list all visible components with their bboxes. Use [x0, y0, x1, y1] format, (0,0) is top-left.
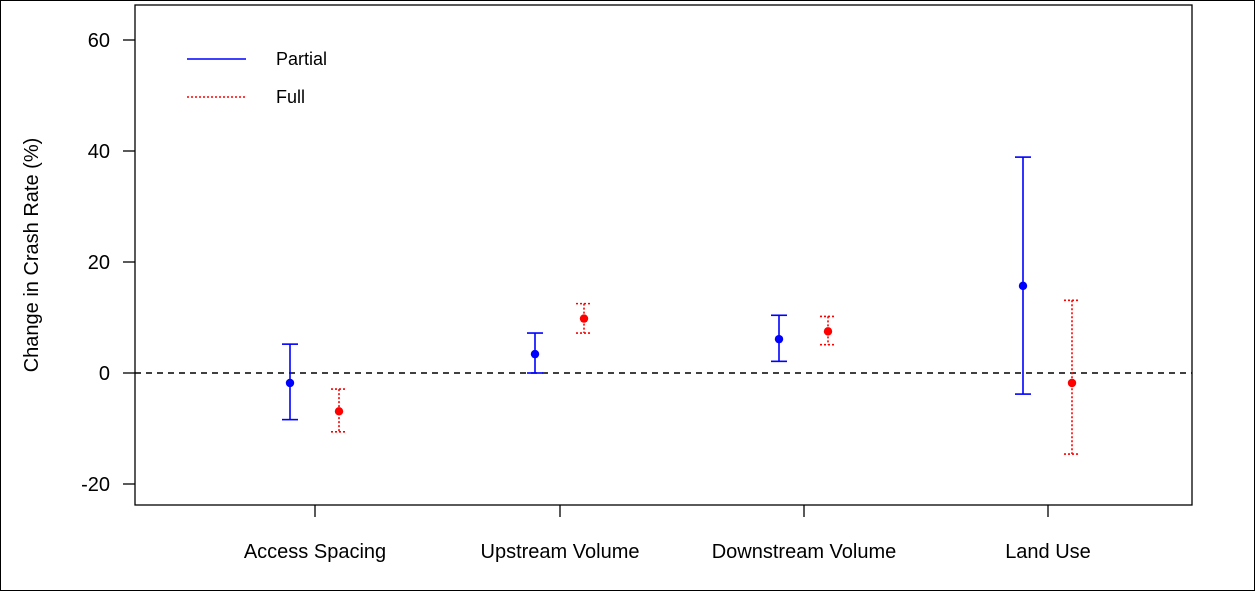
- point-estimate: [579, 314, 589, 323]
- series-full: [331, 299, 1080, 455]
- plot-area-box: [134, 4, 1193, 506]
- y-tick-label: 40: [88, 141, 110, 163]
- point-estimate: [1018, 281, 1028, 291]
- legend-label: Full: [276, 87, 305, 107]
- point-estimate: [774, 334, 784, 344]
- y-tick-label: 20: [88, 252, 110, 274]
- y-axis: -20 0 20 40 60: [81, 30, 135, 496]
- x-tick-label: Land Use: [1005, 541, 1091, 563]
- series-layer: [282, 156, 1080, 455]
- point-estimate: [334, 407, 344, 416]
- point-estimate: [285, 378, 295, 388]
- y-tick-label: 60: [88, 30, 110, 52]
- legend: Partial Full: [187, 49, 327, 107]
- y-axis-label: Change in Crash Rate (%): [21, 138, 43, 373]
- series-partial: [282, 156, 1031, 421]
- x-tick-label: Upstream Volume: [481, 541, 640, 563]
- x-axis: Access Spacing Upstream Volume Downstream …: [244, 505, 1091, 563]
- x-tick-label: Access Spacing: [244, 541, 386, 563]
- point-estimate: [823, 327, 833, 336]
- legend-label: Partial: [276, 49, 327, 69]
- point-estimate: [1067, 378, 1077, 388]
- point-estimate: [530, 349, 540, 359]
- y-tick-label: 0: [99, 363, 110, 385]
- x-tick-label: Downstream Volume: [712, 541, 897, 563]
- y-tick-label: -20: [81, 474, 110, 496]
